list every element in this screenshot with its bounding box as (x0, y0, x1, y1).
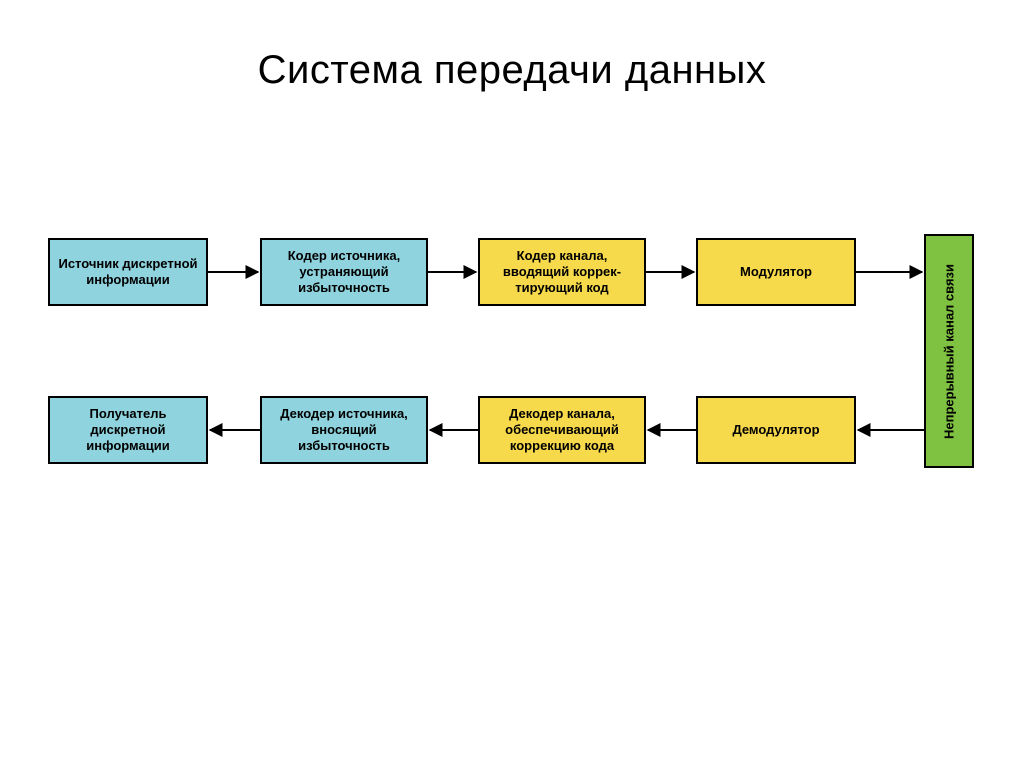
edges-layer (0, 0, 1024, 768)
diagram-canvas: Система передачи данных Источник дискрет… (0, 0, 1024, 768)
